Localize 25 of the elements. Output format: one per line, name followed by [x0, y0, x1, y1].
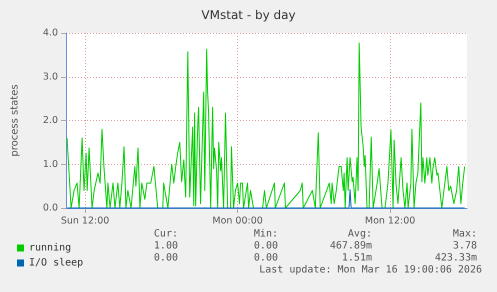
- text: 1.51m: [342, 252, 372, 264]
- x-tick-label: Sun 12:00: [60, 216, 110, 226]
- text: Last update: Mon Mar 16 19:00:06 2026: [259, 264, 482, 276]
- y-tick-label: 0.0: [42, 202, 58, 214]
- text: 467.89m: [330, 240, 372, 252]
- legend-label: I/O sleep: [29, 258, 84, 268]
- x-tick-label: Mon 00:00: [212, 216, 263, 226]
- y-tick-label: 3.0: [42, 71, 58, 82]
- y-tick-label: 4.0: [42, 28, 58, 38]
- text: Avg:: [348, 228, 372, 240]
- text: 0.00: [154, 252, 178, 264]
- chart-title: VMstat - by day: [201, 8, 296, 22]
- text: 423.33m: [434, 252, 477, 264]
- text: 1.00: [154, 240, 178, 252]
- text: Cur:: [154, 228, 178, 240]
- y-tick-label: 2.0: [42, 115, 58, 126]
- text: 3.78: [452, 240, 477, 252]
- text: 0.00: [254, 252, 278, 264]
- x-tick-label: Mon 12:00: [364, 216, 416, 226]
- text: 0.00: [254, 240, 278, 252]
- text: Max:: [452, 228, 477, 240]
- legend-label: running: [29, 242, 72, 254]
- y-tick-label: 1.0: [42, 158, 58, 170]
- text: Min:: [254, 228, 278, 240]
- y-axis-title: process states: [10, 84, 20, 157]
